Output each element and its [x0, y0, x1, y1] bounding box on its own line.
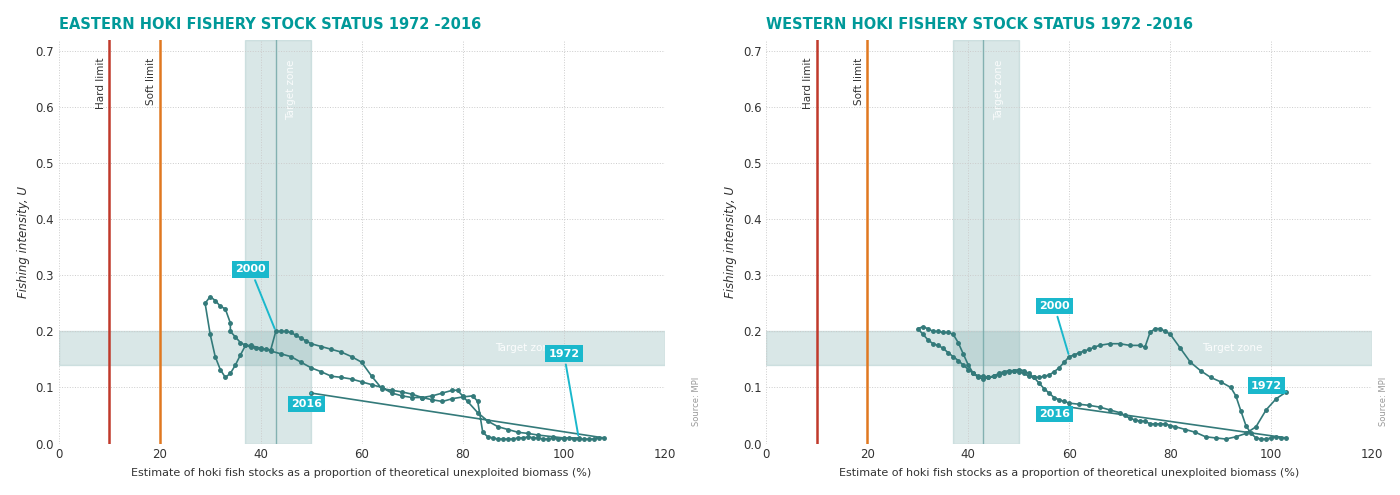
Text: Target zone: Target zone: [994, 60, 1004, 120]
X-axis label: Estimate of hoki fish stocks as a proportion of theoretical unexploited biomass : Estimate of hoki fish stocks as a propor…: [839, 468, 1299, 478]
Text: 2000: 2000: [1039, 301, 1070, 354]
X-axis label: Estimate of hoki fish stocks as a proportion of theoretical unexploited biomass : Estimate of hoki fish stocks as a propor…: [132, 468, 592, 478]
Text: Target zone: Target zone: [286, 60, 295, 120]
Text: 1972: 1972: [549, 348, 580, 435]
Text: 1972: 1972: [1252, 381, 1287, 392]
Text: EASTERN HOKI FISHERY STOCK STATUS 1972 -2016: EASTERN HOKI FISHERY STOCK STATUS 1972 -…: [59, 17, 482, 32]
Bar: [953, 40, 1019, 444]
Bar: [766, 331, 1372, 365]
Text: Source: MPI: Source: MPI: [692, 377, 700, 426]
Text: Target zone: Target zone: [494, 343, 556, 353]
Bar: [245, 40, 311, 444]
Text: 2016: 2016: [291, 393, 322, 409]
Text: Hard limit: Hard limit: [804, 58, 813, 109]
Text: 2016: 2016: [1039, 408, 1070, 419]
Text: Soft limit: Soft limit: [146, 58, 157, 105]
Text: 2000: 2000: [235, 264, 274, 329]
Text: Target zone: Target zone: [1203, 343, 1263, 353]
Text: WESTERN HOKI FISHERY STOCK STATUS 1972 -2016: WESTERN HOKI FISHERY STOCK STATUS 1972 -…: [766, 17, 1193, 32]
Y-axis label: Fishing intensity, U: Fishing intensity, U: [17, 186, 29, 297]
Bar: [59, 331, 665, 365]
Text: Source: MPI: Source: MPI: [1379, 377, 1387, 426]
Y-axis label: Fishing intensity, U: Fishing intensity, U: [724, 186, 738, 297]
Text: Soft limit: Soft limit: [854, 58, 864, 105]
Text: Hard limit: Hard limit: [95, 58, 105, 109]
